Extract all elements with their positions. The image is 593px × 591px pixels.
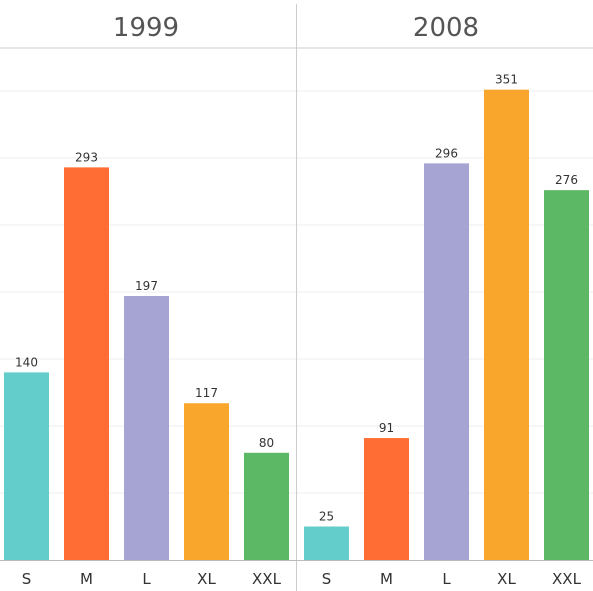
- bar-1999-M: [64, 167, 109, 560]
- bar-value-label: 117: [195, 386, 218, 400]
- panel-2008: 2008 25 S 91 M 296 L 351 XL 276 XXL: [304, 13, 589, 588]
- bar-value-label: 91: [379, 421, 394, 435]
- bar-2008-M: [364, 438, 409, 560]
- panel-title-1999: 1999: [113, 13, 179, 43]
- bar-value-label: 25: [319, 510, 334, 524]
- bar-value-label: 80: [259, 436, 274, 450]
- x-tick-label: M: [380, 570, 393, 588]
- x-tick-label: M: [80, 570, 93, 588]
- bar-1999-XL: [184, 403, 229, 560]
- bar-2008-XXL: [544, 190, 589, 560]
- panel-1999: 1999 140 S 293 M 197 L 117 XL 80 XXL: [4, 13, 289, 588]
- x-tick-label: L: [442, 570, 451, 588]
- bar-1999-S: [4, 372, 49, 560]
- x-tick-label: XL: [497, 570, 516, 588]
- bar-value-label: 296: [435, 146, 458, 160]
- x-tick-label: S: [22, 570, 32, 588]
- bar-value-label: 197: [135, 279, 158, 293]
- panel-title-2008: 2008: [413, 13, 479, 43]
- bar-2008-L: [424, 163, 469, 561]
- bar-value-label: 276: [555, 173, 578, 187]
- bar-2008-XL: [484, 89, 529, 560]
- bar-2008-S: [304, 526, 349, 560]
- bar-1999-XXL: [244, 452, 289, 560]
- bar-value-label: 293: [75, 150, 98, 164]
- bar-1999-L: [124, 296, 169, 560]
- x-tick-label: S: [322, 570, 332, 588]
- x-tick-label: XXL: [252, 570, 282, 588]
- chart-frame: [0, 4, 593, 591]
- x-tick-label: L: [142, 570, 151, 588]
- x-tick-label: XXL: [552, 570, 582, 588]
- x-tick-label: XL: [197, 570, 216, 588]
- bar-value-label: 351: [495, 73, 518, 87]
- bar-value-label: 140: [15, 355, 38, 369]
